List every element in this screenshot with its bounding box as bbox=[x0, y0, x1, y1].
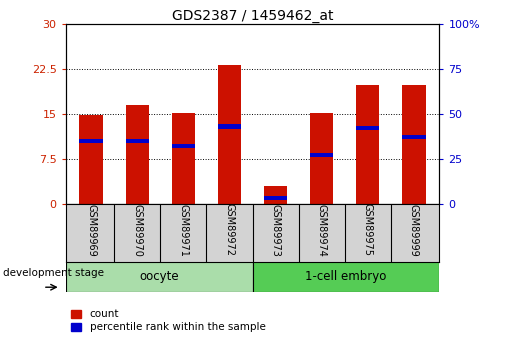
Bar bbox=[310, 113, 333, 204]
Title: GDS2387 / 1459462_at: GDS2387 / 1459462_at bbox=[172, 9, 333, 23]
Bar bbox=[218, 124, 241, 128]
Bar bbox=[310, 153, 333, 157]
Bar bbox=[357, 85, 379, 204]
Bar bbox=[264, 196, 287, 200]
Bar bbox=[66, 262, 252, 292]
Bar bbox=[357, 126, 379, 130]
Bar bbox=[126, 105, 148, 204]
Text: GSM89972: GSM89972 bbox=[224, 204, 234, 256]
Bar bbox=[79, 139, 103, 143]
Text: GSM89974: GSM89974 bbox=[317, 204, 327, 256]
Text: GSM89999: GSM89999 bbox=[409, 204, 419, 256]
Bar bbox=[252, 262, 439, 292]
Text: GSM89973: GSM89973 bbox=[271, 204, 281, 256]
Legend: count, percentile rank within the sample: count, percentile rank within the sample bbox=[71, 309, 266, 333]
Text: 1-cell embryo: 1-cell embryo bbox=[305, 270, 387, 283]
Text: oocyte: oocyte bbox=[139, 270, 179, 283]
Bar bbox=[264, 186, 287, 204]
Text: development stage: development stage bbox=[3, 268, 104, 278]
Bar bbox=[402, 85, 426, 204]
Bar bbox=[172, 113, 195, 204]
Bar bbox=[218, 65, 241, 204]
Bar bbox=[402, 135, 426, 139]
Bar bbox=[126, 139, 148, 143]
Text: GSM89969: GSM89969 bbox=[86, 204, 96, 256]
Bar bbox=[79, 115, 103, 204]
Text: GSM89975: GSM89975 bbox=[363, 204, 373, 256]
Text: GSM89971: GSM89971 bbox=[178, 204, 188, 256]
Text: GSM89970: GSM89970 bbox=[132, 204, 142, 256]
Bar bbox=[172, 144, 195, 148]
